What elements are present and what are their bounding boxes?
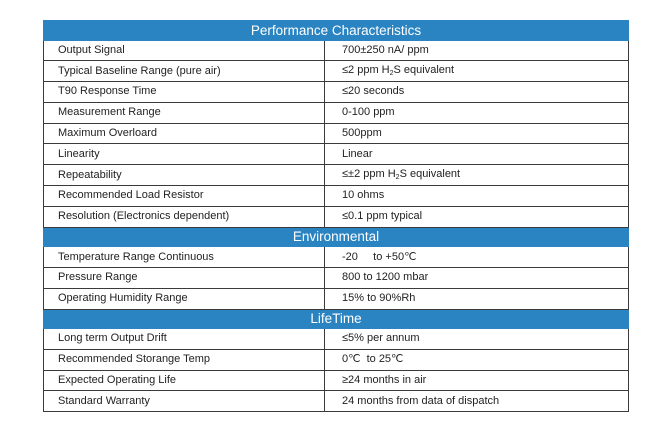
spec-value-text: S equivalent [393, 64, 455, 77]
table-row: Pressure Range 800 to 1200 mbar [43, 266, 629, 289]
table-row: Linearity Linear [43, 143, 629, 166]
spec-label: Recommended Load Resistor [43, 185, 325, 207]
specifications-table: Performance Characteristics Output Signa… [43, 20, 629, 413]
section-header-performance: Performance Characteristics [43, 20, 629, 41]
spec-value: ≤5% per annum [324, 328, 629, 350]
spec-value: 15% to 90%Rh [324, 287, 629, 310]
spec-label: Operating Humidity Range [43, 287, 325, 310]
spec-value-subscript: 2 [389, 70, 394, 78]
table-row: Recommended Load Resistor 10 ohms [43, 185, 629, 207]
table-row: Expected Operating Life ≥24 months in ai… [43, 369, 629, 392]
spec-label: Temperature Range Continuous [43, 246, 325, 268]
spec-value: ≤0.1 ppm typical [324, 205, 629, 228]
spec-label: Resolution (Electronics dependent) [43, 205, 325, 228]
spec-label: Linearity [43, 143, 325, 166]
spec-value: 24 months from data of dispatch [324, 390, 629, 413]
table-row: Operating Humidity Range 15% to 90%Rh [43, 287, 629, 310]
section-title: LifeTime [43, 308, 629, 330]
spec-label: Recommended Storange Temp [43, 348, 325, 371]
spec-value: ≥24 months in air [324, 369, 629, 392]
spec-label: Output Signal [43, 39, 325, 62]
table-row: Output Signal 700±250 nA/ ppm [43, 39, 629, 62]
table-row: Repeatability ≤±2 ppm H2S equivalent [43, 164, 629, 187]
spec-value-text: ≤±2 ppm H [342, 168, 396, 181]
section-title: Environmental [43, 226, 629, 248]
spec-value: 0-100 ppm [324, 101, 629, 124]
spec-value-text: ≤2 ppm H [342, 64, 390, 77]
spec-label: Expected Operating Life [43, 369, 325, 392]
spec-value: 800 to 1200 mbar [324, 266, 629, 289]
spec-value: Linear [324, 143, 629, 166]
spec-label: Measurement Range [43, 101, 325, 124]
spec-value: 0℃ to 25℃ [324, 348, 629, 371]
table-row: Recommended Storange Temp 0℃ to 25℃ [43, 348, 629, 371]
spec-label: Maximum Overloard [43, 122, 325, 145]
spec-value: ≤2 ppm H2S equivalent [324, 60, 629, 83]
table-row: Maximum Overloard 500ppm [43, 122, 629, 145]
spec-label: Pressure Range [43, 266, 325, 289]
spec-value: 500ppm [324, 122, 629, 145]
table-row: Resolution (Electronics dependent) ≤0.1 … [43, 205, 629, 228]
spec-value: ≤±2 ppm H2S equivalent [324, 164, 629, 187]
section-title: Performance Characteristics [43, 20, 629, 41]
section-header-environmental: Environmental [43, 226, 629, 248]
table-row: T90 Response Time ≤20 seconds [43, 81, 629, 103]
spec-value-text: S equivalent [399, 168, 461, 181]
spec-label: Typical Baseline Range (pure air) [43, 60, 325, 83]
section-header-lifetime: LifeTime [43, 308, 629, 330]
table-row: Standard Warranty 24 months from data of… [43, 390, 629, 413]
spec-label: T90 Response Time [43, 81, 325, 103]
spec-label: Repeatability [43, 164, 325, 187]
spec-label: Standard Warranty [43, 390, 325, 413]
spec-value-subscript: 2 [395, 174, 400, 182]
spec-value: 700±250 nA/ ppm [324, 39, 629, 62]
table-row: Typical Baseline Range (pure air) ≤2 ppm… [43, 60, 629, 83]
spec-value: 10 ohms [324, 185, 629, 207]
table-row: Long term Output Drift ≤5% per annum [43, 328, 629, 350]
table-row: Measurement Range 0-100 ppm [43, 101, 629, 124]
table-row: Temperature Range Continuous -20 to +50℃ [43, 246, 629, 268]
spec-label: Long term Output Drift [43, 328, 325, 350]
spec-value: ≤20 seconds [324, 81, 629, 103]
spec-value: -20 to +50℃ [324, 246, 629, 268]
